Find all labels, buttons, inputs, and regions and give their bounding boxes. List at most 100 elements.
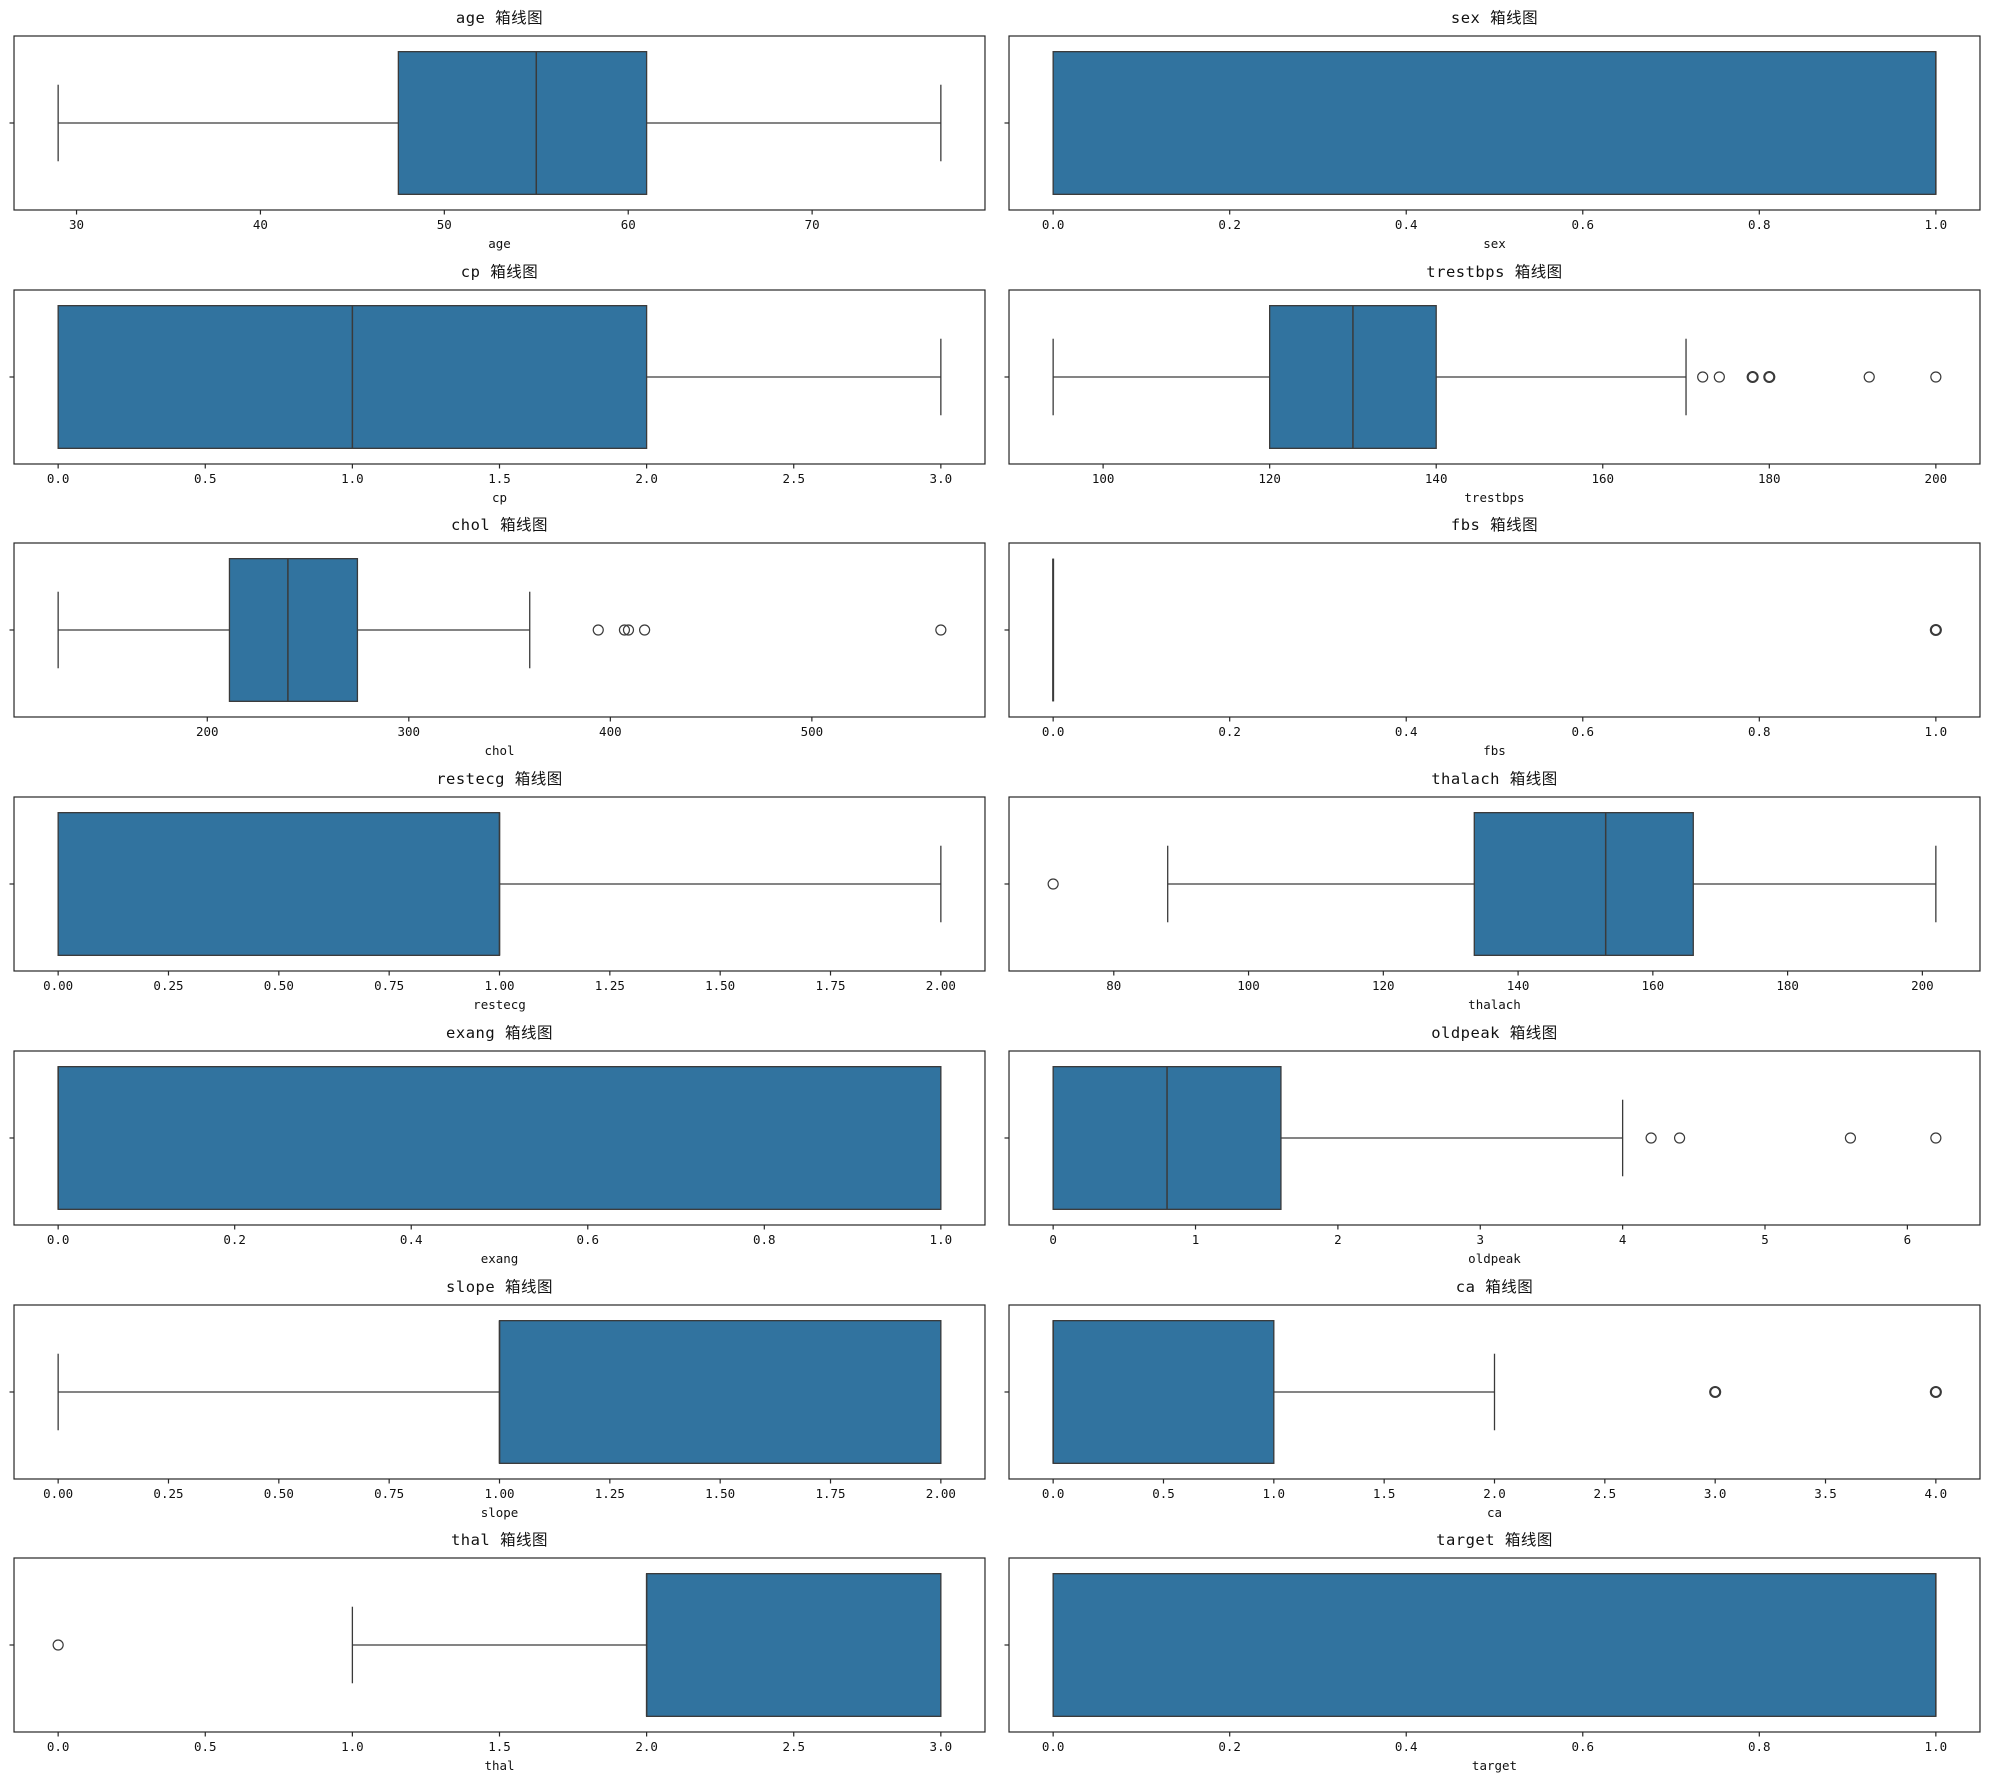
boxplot-panel-oldpeak: oldpeak 箱线图 0 1 2 3 4 5 6 oldpeak (995, 1015, 1990, 1269)
boxplot-restecg: restecg 箱线图 0.00 0.25 0.50 0.75 1.00 1.25 1.50 1… (9, 770, 986, 1012)
boxplot-panel-age: age 箱线图 30 40 50 60 70 age (0, 0, 995, 254)
chart-title: ca 箱线图 (1456, 1278, 1533, 1296)
x-tick-label: 1.5 (488, 471, 511, 486)
x-tick-label: 4.0 (1925, 1486, 1948, 1501)
boxplot-panel-trestbps: trestbps 箱线图 100 120 140 160 180 200 trestbps (995, 254, 1990, 508)
x-tick-label: 0.0 (47, 1739, 70, 1754)
x-tick-label: 0.0 (1042, 1739, 1065, 1754)
boxplot-thalach: thalach 箱线图 80 100 120 140 160 180 200 thalach (1004, 770, 1981, 1012)
x-tick-label: 1.25 (595, 1486, 625, 1501)
x-tick-label: 200 (1911, 978, 1934, 993)
chart-title: target 箱线图 (1436, 1531, 1553, 1549)
boxplot-panel-target: target 箱线图 0.0 0.2 0.4 0.6 0.8 1.0 target (995, 1522, 1990, 1776)
boxplot-panel-restecg: restecg 箱线图 0.00 0.25 0.50 0.75 1.00 1.25 1.50 1… (0, 761, 995, 1015)
x-tick-label: 0.2 (1218, 217, 1241, 232)
x-tick-label: 1.75 (815, 1486, 845, 1501)
x-tick-label: 2.00 (926, 1486, 956, 1501)
x-tick-label: 0.4 (400, 1232, 423, 1247)
outlier-point (1047, 878, 1059, 890)
x-tick-label: 0.2 (1218, 1739, 1241, 1754)
boxplot-thal: thal 箱线图 0.0 0.5 1.0 1.5 2.0 2.5 3.0 thal (9, 1531, 986, 1773)
outlier-point (1746, 370, 1759, 383)
x-tick-label: 40 (253, 217, 268, 232)
x-tick-label: 1.0 (341, 471, 364, 486)
box (397, 51, 648, 195)
x-tick-label: 0.6 (1571, 724, 1594, 739)
x-tick-label: 1.00 (484, 1486, 514, 1501)
outlier-point (1863, 371, 1875, 383)
x-tick-label: 180 (1776, 978, 1799, 993)
box (228, 558, 359, 703)
boxplot-exang: exang 箱线图 0.0 0.2 0.4 0.6 0.8 1.0 exang (9, 1024, 986, 1266)
boxplot-panel-exang: exang 箱线图 0.0 0.2 0.4 0.6 0.8 1.0 exang (0, 1015, 995, 1269)
x-tick-label: 2.5 (782, 1739, 805, 1754)
outlier-point (1930, 1132, 1942, 1144)
x-axis-label: restecg (473, 997, 526, 1012)
chart-title: exang 箱线图 (446, 1024, 553, 1042)
x-tick-label: 120 (1372, 978, 1395, 993)
x-tick-label: 0.50 (264, 1486, 294, 1501)
outlier-point (1709, 1385, 1722, 1398)
x-tick-label: 0.8 (753, 1232, 776, 1247)
boxplot-panel-cp: cp 箱线图 0.0 0.5 1.0 1.5 2.0 2.5 3.0 cp (0, 254, 995, 508)
chart-title: slope 箱线图 (446, 1278, 553, 1296)
box (1052, 1319, 1275, 1464)
x-tick-label: 0.0 (47, 471, 70, 486)
x-tick-label: 120 (1258, 471, 1281, 486)
outlier-point (592, 624, 604, 637)
outlier-point (1929, 1385, 1942, 1398)
x-axis-label: trestbps (1464, 490, 1524, 505)
x-tick-label: 1.0 (1925, 217, 1948, 232)
x-tick-label: 30 (69, 217, 84, 232)
boxplot-sex: sex 箱线图 0.0 0.2 0.4 0.6 0.8 1.0 sex (1004, 9, 1981, 251)
x-tick-label: 0.6 (1571, 1739, 1594, 1754)
outlier-point (1645, 1132, 1657, 1144)
x-tick-label: 2.0 (635, 471, 658, 486)
box (57, 812, 501, 957)
outlier-point (52, 1639, 64, 1651)
x-tick-label: 1.5 (488, 1739, 511, 1754)
outlier-point (1673, 1132, 1686, 1144)
boxplot-fbs: fbs 箱线图 0.0 0.2 0.4 0.6 0.8 1.0 fbs (1004, 516, 1981, 758)
x-tick-label: 0.50 (264, 978, 294, 993)
outlier-point (1713, 371, 1725, 383)
boxplot-trestbps: trestbps 箱线图 100 120 140 160 180 200 trestbps (1004, 263, 1981, 505)
x-tick-label: 80 (1106, 978, 1121, 993)
boxplot-panel-thal: thal 箱线图 0.0 0.5 1.0 1.5 2.0 2.5 3.0 thal (0, 1522, 995, 1776)
x-axis-label: fbs (1483, 743, 1506, 758)
x-tick-label: 0.2 (223, 1232, 246, 1247)
x-tick-label: 0.0 (1042, 217, 1065, 232)
boxplot-panel-fbs: fbs 箱线图 0.0 0.2 0.4 0.6 0.8 1.0 fbs (995, 507, 1990, 761)
x-tick-label: 180 (1758, 471, 1781, 486)
chart-title: thalach 箱线图 (1431, 770, 1558, 788)
x-tick-label: 2.5 (782, 471, 805, 486)
outlier-point (639, 624, 651, 637)
boxplot-panel-ca: ca 箱线图 0.0 0.5 1.0 1.5 2.0 2.5 3.0 3.5 4.0 ca (995, 1269, 1990, 1523)
x-tick-label: 1.00 (484, 978, 514, 993)
x-tick-label: 1.0 (1925, 724, 1948, 739)
x-tick-label: 300 (398, 724, 421, 739)
x-tick-label: 160 (1591, 471, 1614, 486)
x-tick-label: 0.8 (1748, 217, 1771, 232)
x-tick-label: 3.5 (1814, 1486, 1837, 1501)
boxplot-panel-sex: sex 箱线图 0.0 0.2 0.4 0.6 0.8 1.0 sex (995, 0, 1990, 254)
x-tick-label: 1.0 (341, 1739, 364, 1754)
box (645, 1573, 942, 1718)
chart-title: restecg 箱线图 (436, 770, 563, 788)
x-tick-label: 2.0 (635, 1739, 658, 1754)
x-tick-label: 0.8 (1748, 724, 1771, 739)
x-tick-label: 140 (1425, 471, 1448, 486)
x-tick-label: 1.75 (815, 978, 845, 993)
boxplot-chol: chol 箱线图 200 300 400 500 chol (9, 516, 986, 758)
x-tick-label: 70 (805, 217, 820, 232)
x-tick-label: 6 (1904, 1232, 1912, 1247)
plot-frame (1008, 542, 1981, 719)
chart-title: cp 箱线图 (461, 263, 538, 281)
chart-title: thal 箱线图 (451, 1531, 548, 1549)
chart-title: fbs 箱线图 (1451, 516, 1538, 534)
boxplot-panel-thalach: thalach 箱线图 80 100 120 140 160 180 200 thalach (995, 761, 1990, 1015)
boxplot-cp: cp 箱线图 0.0 0.5 1.0 1.5 2.0 2.5 3.0 cp (9, 263, 986, 505)
x-tick-label: 0.4 (1395, 724, 1418, 739)
outlier-point (935, 624, 947, 637)
